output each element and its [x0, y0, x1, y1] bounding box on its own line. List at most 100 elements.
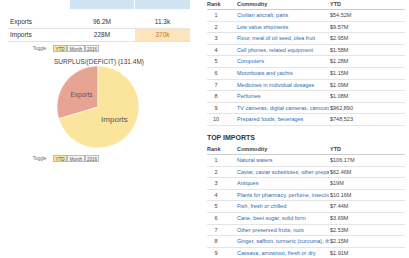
header-rule [207, 9, 405, 10]
rank: 8 [207, 236, 225, 248]
header-rule [207, 154, 405, 155]
rank: 3 [207, 178, 225, 190]
toggle-label: Toggle [33, 45, 53, 52]
commodity-link[interactable]: Motorboats and yachts [237, 68, 329, 80]
row-separator [207, 247, 405, 248]
commodity-link[interactable]: Other preserved fruits, nuts [237, 225, 329, 237]
commodity-link[interactable]: Plants for pharmacy, perfume, insecticid… [237, 190, 329, 202]
commodity-link[interactable]: Ginger, saffron, turmeric (curcuma), thy… [237, 236, 329, 248]
row-separator [207, 212, 405, 213]
ytd-value: $19M [330, 178, 400, 190]
row-separator [207, 44, 405, 45]
rank: 3 [207, 33, 225, 45]
rank: 8 [207, 91, 225, 103]
row-separator [207, 125, 405, 126]
rank: 7 [207, 225, 225, 237]
row-separator [207, 189, 405, 190]
row-separator [8, 41, 190, 42]
cell-value: 228M [70, 29, 134, 41]
ytd-value: $3.69M [330, 213, 400, 225]
ytd-value: $7.44M [330, 201, 400, 213]
commodity-link[interactable]: Civilian aircraft, parts [237, 10, 329, 22]
rank: 2 [207, 167, 225, 179]
ytd-value: $2.53M [330, 225, 400, 237]
row-separator [207, 55, 405, 56]
rank: 1 [207, 155, 225, 167]
ytd-value: $9.57M [330, 22, 400, 34]
commodity-link[interactable]: Computers [237, 56, 329, 68]
rank: 1 [207, 10, 225, 22]
rank: 5 [207, 201, 225, 213]
row-separator [207, 32, 405, 33]
row-label: Imports [10, 29, 70, 41]
commodity-link[interactable]: Cane, beet sugar, solid form [237, 213, 329, 225]
row-separator [207, 224, 405, 225]
rank: 4 [207, 190, 225, 202]
cell-value: 370k [135, 29, 190, 41]
section-title: TOP IMPORTS [207, 133, 327, 143]
slice-label: Imports [101, 115, 128, 124]
toggle-button[interactable]: 2016 [85, 155, 99, 162]
row-separator [207, 166, 405, 167]
column-header: Commodity [237, 0, 317, 9]
row-label: Exports [10, 16, 70, 28]
cell-value: 96.2M [70, 16, 134, 28]
ytd-value: $1.09M [330, 80, 400, 92]
row-separator [207, 113, 405, 114]
row-separator [207, 90, 405, 91]
commodity-link[interactable]: Fish, fresh or chilled [237, 201, 329, 213]
ytd-value: $62.46M [330, 167, 400, 179]
row-separator [207, 67, 405, 68]
ytd-value: $1.08M [330, 91, 400, 103]
toggle-button[interactable]: Month [67, 155, 85, 162]
commodity-link[interactable]: TV cameras, digital cameras, camcorders [237, 103, 329, 115]
row-separator [207, 21, 405, 22]
chart-title: SURPLUS/(DEFICIT) (131.4M) [0, 57, 198, 66]
rank: 7 [207, 80, 225, 92]
slice-label: Exports [71, 91, 94, 99]
commodity-link[interactable]: Perfumes [237, 91, 329, 103]
ytd-value: $106.17M [330, 155, 400, 167]
header-cell [70, 0, 134, 9]
row-separator [207, 200, 405, 201]
pie-slice [59, 66, 139, 148]
ytd-value: $54.52M [330, 10, 400, 22]
commodity-link[interactable]: Antiques [237, 178, 329, 190]
commodity-link[interactable]: Natural waters [237, 155, 329, 167]
spacer [207, 0, 405, 9]
rank: 10 [207, 114, 225, 126]
toggle-label: Toggle [33, 155, 53, 162]
rank: 5 [207, 56, 225, 68]
ytd-value: $962,890 [330, 103, 400, 115]
ytd-value: $1.28M [330, 56, 400, 68]
rank: 6 [207, 213, 225, 225]
commodity-link[interactable]: Prepared foods, beverages [237, 114, 329, 126]
column-header: YTD [330, 145, 380, 154]
commodity-link[interactable]: Medicines in individual dosages [237, 80, 329, 92]
column-header: Rank [207, 145, 229, 154]
row-separator [207, 79, 405, 80]
column-header: Commodity [237, 145, 317, 154]
column-header: YTD [330, 0, 380, 9]
header-cell [135, 0, 190, 9]
commodity-link[interactable]: Low value shipments [237, 22, 329, 34]
commodity-link[interactable]: Cassava, arrowroot, fresh or dry [237, 248, 329, 258]
commodity-link[interactable]: Caviar, caviar substitutes, other prepar… [237, 167, 329, 179]
rank: 6 [207, 68, 225, 80]
ytd-value: $2.15M [330, 236, 400, 248]
row-separator [207, 177, 405, 178]
toggle-button[interactable]: 2016 [85, 45, 99, 52]
commodity-link[interactable]: Flour, meal of oil seed, olea fruit [237, 33, 329, 45]
ytd-value: $10.16M [330, 190, 400, 202]
ytd-value: $1.15M [330, 68, 400, 80]
row-separator [207, 102, 405, 103]
rank: 2 [207, 22, 225, 34]
toggle-button[interactable]: YTD [53, 155, 67, 162]
ytd-value: $1.58M [330, 45, 400, 57]
toggle-button[interactable]: Month [67, 45, 85, 52]
toggle-button[interactable]: YTD [53, 45, 67, 52]
row-separator [207, 235, 405, 236]
commodity-link[interactable]: Cell phones, related equipment [237, 45, 329, 57]
rank: 9 [207, 103, 225, 115]
column-header: Rank [207, 0, 229, 9]
